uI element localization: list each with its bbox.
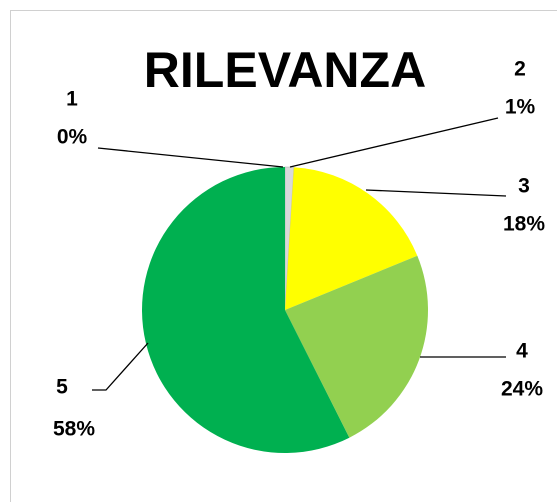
value-label: 24% [501,378,543,401]
value-label: 18% [503,213,545,236]
category-label: 1 [66,88,78,111]
leader-line [97,147,284,168]
category-label: 2 [514,58,526,81]
value-label: 1% [505,96,536,119]
value-label: 0% [57,126,88,149]
chart-title: RILEVANZA [144,42,426,98]
leader-line [92,342,149,391]
pie-slice [142,167,350,454]
category-label: 4 [516,340,528,363]
pie-slice [285,167,418,310]
pie-slice [284,166,295,311]
category-label: 5 [56,376,68,399]
leader-line [289,117,499,168]
pie-slice [285,255,428,438]
category-label: 3 [518,175,530,198]
leader-line [365,189,507,197]
value-label: 58% [53,418,95,441]
